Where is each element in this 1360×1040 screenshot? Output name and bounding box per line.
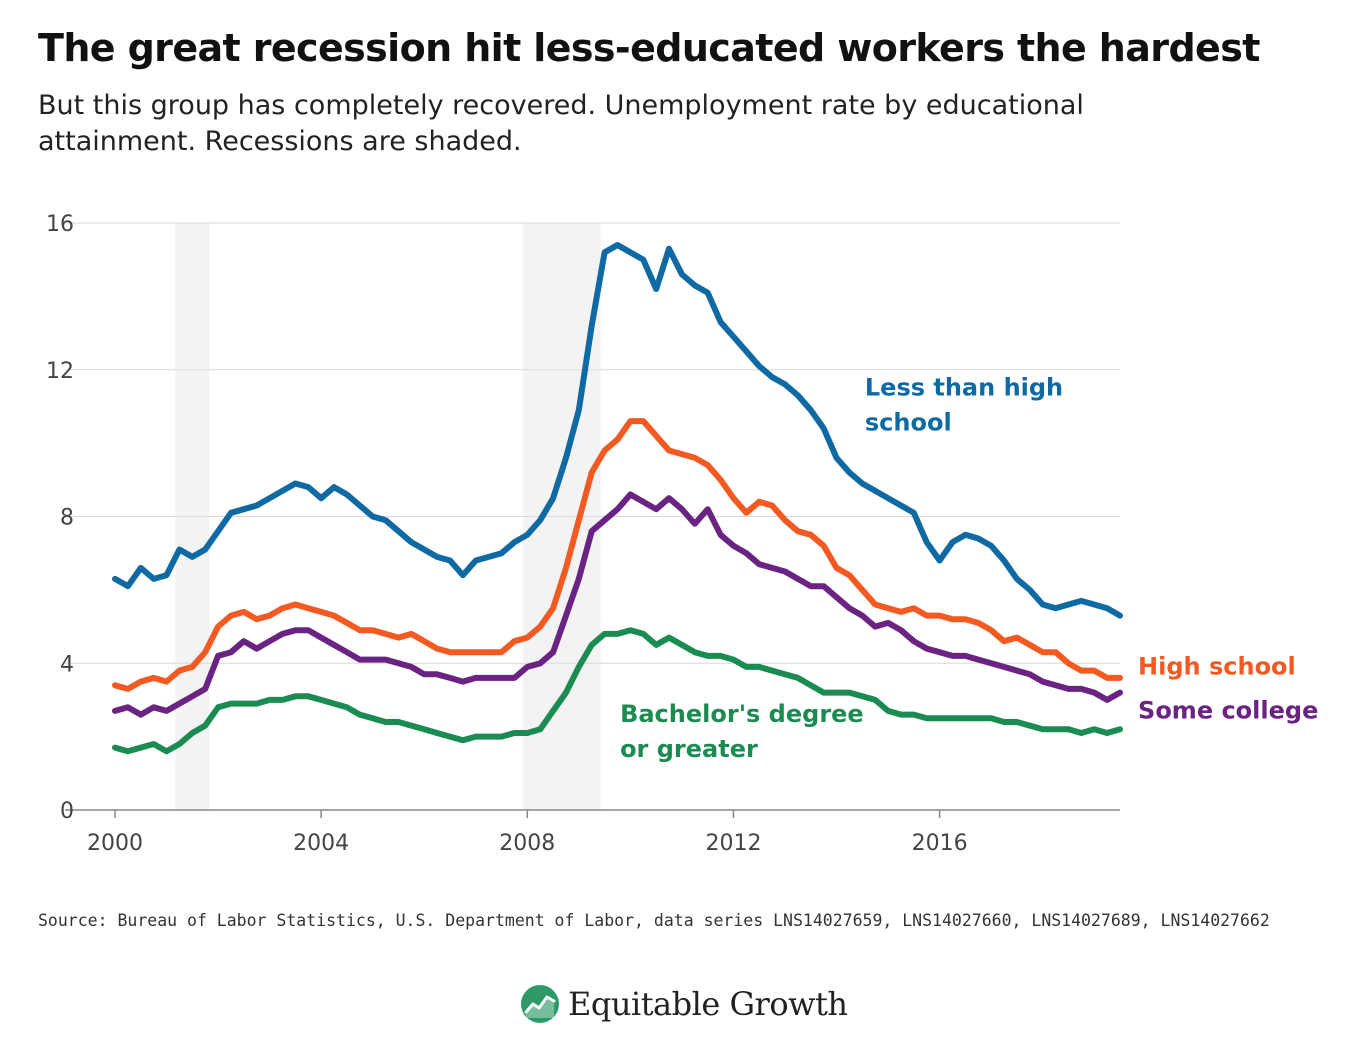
series-label-layer: Less than high school High school Some coll… [620, 373, 1318, 763]
series-layer [112, 242, 1123, 755]
x-tick-label-2012: 2012 [705, 831, 761, 856]
y-tick-label-16: 16 [46, 212, 74, 237]
chart-title: The great recession hit less-educated wo… [38, 26, 1260, 70]
series-label-3: Some college [1138, 696, 1318, 724]
y-tick-label-0: 0 [60, 799, 74, 824]
x-tick-label-2000: 2000 [87, 831, 143, 856]
y-tick-label-4: 4 [60, 652, 74, 677]
y-tick-label-12: 12 [46, 359, 74, 384]
equitable-growth-logo-icon [521, 985, 559, 1023]
gridlines [65, 222, 1120, 811]
line-chart: 0 4 8 12 16 2000 2004 2008 2012 2016 Less than hi… [46, 212, 1318, 856]
brand-logo: Equitable Growth [520, 982, 848, 1026]
x-tick-label-2016: 2016 [912, 831, 968, 856]
chart-subtitle: But this group has completely recovered.… [38, 90, 1084, 157]
series-label-1: Less than high school [865, 373, 1063, 436]
y-tick-label-8: 8 [60, 506, 74, 531]
x-tick-label-2008: 2008 [499, 831, 555, 856]
series-line-3 [112, 491, 1123, 718]
source-note: Source: Bureau of Labor Statistics, U.S.… [38, 911, 1270, 930]
logo-text: Equitable Growth [568, 985, 848, 1023]
series-line-2 [112, 418, 1123, 692]
x-tick-label-2004: 2004 [293, 831, 349, 856]
axis-layer: 0 4 8 12 16 2000 2004 2008 2012 2016 [46, 212, 968, 856]
series-line-4 [112, 627, 1123, 755]
series-label-4: Bachelor's degree or greater [620, 700, 864, 763]
series-label-2: High school [1138, 652, 1296, 680]
series-line-1 [112, 242, 1123, 619]
